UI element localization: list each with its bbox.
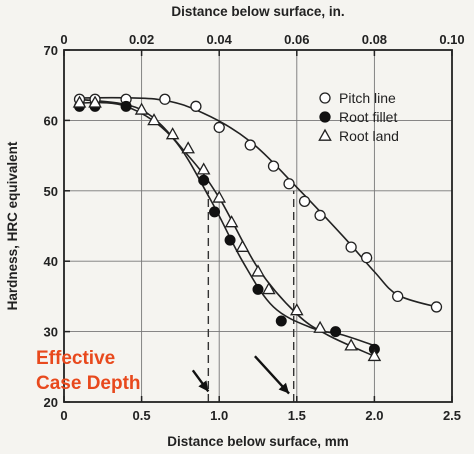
- x-tick-label: 2.0: [365, 408, 383, 423]
- y-tick-label: 40: [44, 254, 58, 269]
- x-axis-title: Distance below surface, mm: [167, 434, 349, 449]
- x-tick-label: 1.0: [210, 408, 228, 423]
- pitch-line-point: [298, 195, 311, 208]
- pitch-line-point: [392, 290, 404, 303]
- root-land-point: [196, 162, 211, 175]
- annotation-line-2: Case Depth: [36, 373, 141, 394]
- root-fillet-point: [120, 100, 132, 112]
- root-land-point: [72, 95, 87, 108]
- root-fillet-point: [275, 315, 287, 327]
- root-land-point: [181, 141, 195, 154]
- annotation-line-1: Effective: [36, 348, 115, 369]
- root-land-point: [235, 239, 250, 252]
- axis-ticks: 0 0.5 1.0 1.5 2.0 2.5 0 0.02 0.04 0.06 0.08 0.10 20 3…: [44, 32, 465, 423]
- root-fillet-point: [330, 326, 342, 338]
- root-land-curve: [79, 98, 375, 357]
- top-tick-label: 0: [60, 32, 67, 47]
- root-land-point: [313, 320, 327, 333]
- legend: Pitch line Root fillet Root land: [318, 90, 399, 144]
- legend-marker-root-land: [318, 128, 332, 141]
- x-tick-label: 0: [60, 408, 67, 423]
- arrow-head: [198, 380, 209, 392]
- root-land-point: [165, 127, 180, 140]
- top-tick-label: 0.04: [207, 32, 233, 47]
- pitch-line-point: [345, 241, 357, 253]
- root-land-point: [367, 348, 382, 362]
- pitch-line-point: [314, 209, 326, 222]
- pitch-line-point: [283, 178, 295, 190]
- root-land-point: [88, 95, 102, 108]
- root-land-point: [134, 102, 149, 115]
- top-tick-label: 0.06: [284, 32, 309, 47]
- x-tick-label: 1.5: [288, 408, 306, 423]
- root-fillet-point: [224, 234, 236, 246]
- plot-frame: [63, 49, 453, 403]
- pitch-line-point: [244, 139, 256, 151]
- legend-label-pitch-line: Pitch line: [339, 90, 396, 106]
- legend-label-root-fillet: Root fillet: [339, 109, 397, 125]
- arrow-head: [278, 382, 290, 394]
- annotation-arrows: [191, 355, 290, 395]
- pitch-line-point: [267, 160, 280, 172]
- y-tick-label: 20: [44, 395, 58, 410]
- data-points: [72, 93, 443, 362]
- top-tick-label: 0.10: [439, 32, 464, 47]
- y-tick-label: 70: [44, 43, 58, 58]
- top-tick-label: 0.02: [129, 32, 154, 47]
- y-axis-title: Hardness, HRC equivalent: [5, 141, 20, 310]
- root-fillet-point: [198, 174, 210, 186]
- legend-marker-root-fillet: [319, 111, 331, 123]
- top-tick-label: 0.08: [362, 32, 387, 47]
- root-land-point: [262, 282, 276, 295]
- top-axis-title: Distance below surface, in.: [171, 4, 344, 19]
- x-tick-label: 2.5: [443, 408, 461, 423]
- pitch-line-point: [213, 121, 225, 134]
- effective-case-depth-annotation: Effective Case Depth: [36, 348, 290, 395]
- reference-lines: [207, 190, 295, 402]
- root-land-point: [224, 215, 239, 228]
- legend-label-root-land: Root land: [339, 128, 399, 144]
- x-tick-label: 0.5: [133, 408, 151, 423]
- y-tick-label: 50: [44, 184, 58, 199]
- root-land-point: [289, 303, 304, 316]
- root-land-point: [147, 113, 161, 126]
- y-tick-label: 30: [44, 325, 58, 340]
- pitch-line-point: [430, 301, 443, 313]
- pitch-line-point: [159, 93, 171, 105]
- root-land-point: [251, 264, 265, 277]
- root-land-point: [212, 190, 227, 203]
- legend-marker-pitch-line: [319, 92, 331, 104]
- y-tick-label: 60: [44, 113, 58, 128]
- root-land-point: [344, 338, 358, 351]
- pitch-line-point: [190, 100, 202, 112]
- root-fillet-point: [209, 206, 221, 218]
- root-fillet-point: [252, 283, 264, 295]
- pitch-line-point: [360, 252, 373, 264]
